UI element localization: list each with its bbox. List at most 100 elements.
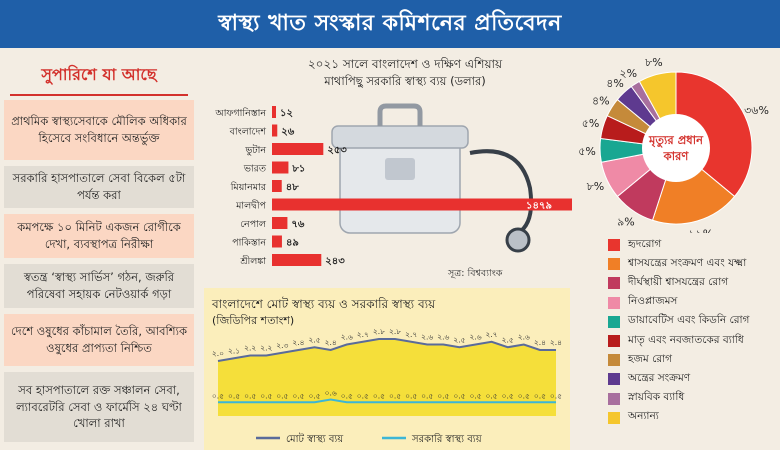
legend-swatch [608,277,620,290]
recommendation-item: প্রাথমিক স্বাস্থ্যসেবাকে মৌলিক অধিকার হি… [4,100,194,160]
legend-label: শ্বাসযন্ত্রের সংক্রমণ এবং যক্ষ্মা [628,256,747,269]
bar-value-label: ১৪৭৯ [526,201,552,212]
line-chart-title: বাংলাদেশে মোট স্বাস্থ্য ব্যয় ও সরকারি স… [211,297,436,311]
legend-swatch [608,392,620,405]
recommendation-item: স্বতন্ত্র ‘স্বাস্থ্য সার্ভিস’ গঠন, জরুরি… [4,264,194,308]
government-value-label: ০.৫ [550,391,562,400]
government-value-label: ০.৫ [373,391,385,400]
total-value-label: ২.৭ [357,330,369,339]
government-value-label: ০.৫ [453,391,465,400]
bar-value-label: ২৫৩ [327,145,347,156]
bar-category-label: মালদ্বীপ [235,199,266,212]
government-value-label: ০.৫ [437,391,449,400]
total-value-label: ২.৫ [453,335,465,344]
government-value-label: ০.৫ [357,391,369,400]
recommendations-panel: সুপারিশে যা আছে প্রাথমিক স্বাস্থ্যসেবাকে… [0,48,198,450]
total-value-label: ২.২ [260,344,272,353]
pie-slice-label: ৪% [606,77,624,90]
legend-label: হৃদরোগ [628,237,662,250]
pie-slice-label: ২% [620,67,638,80]
pie-legend-item: মাতৃ এবং নবজাতকের ব্যাধি [608,332,744,350]
bar-category-label: মিয়ানমার [230,181,267,193]
government-value-label: ০.৫ [486,391,498,400]
pie-legend-item: স্নায়বিক ব্যাধি [608,390,684,408]
pie-legend-item: অন্যান্য [608,409,659,427]
total-value-label: ২.৪ [325,338,337,347]
bar [272,180,282,192]
government-value-label: ০.৫ [309,391,321,400]
government-value-label: ০.৫ [502,391,514,400]
legend-label: ডায়াবেটিস এবং কিডনি রোগ [628,314,750,327]
legend-label: দীর্ঘস্থায়ী শ্বাসযন্ত্রের রোগ [628,275,729,288]
recommendation-item: দেশে ওষুধের কাঁচামাল তৈরি, আবশ্যিক ওষুধে… [4,314,194,366]
total-value-label: ২.৫ [502,335,514,344]
total-value-label: ২.৬ [469,333,481,342]
legend-swatch [608,354,620,367]
pie-legend-item: শ্বাসযন্ত্রের সংক্রমণ এবং যক্ষ্মা [608,255,746,273]
legend-swatch [608,296,620,309]
legend-swatch [608,258,620,271]
pie-legend-item: নিওপ্লাজমস [608,294,677,312]
government-value-label: ০.৫ [244,391,256,400]
bar-value-label: ২৬ [281,127,295,138]
pie-slice-label: ৮% [587,180,605,193]
pie-center-label: মৃত্যুর প্রধান [648,133,704,149]
pie-center-label: কারণ [663,149,690,163]
recommendation-item: সব হাসপাতালে রক্ত সঞ্চালন সেবা, ল্যাবরেট… [4,372,194,442]
legend-label: হজম রোগ [628,352,673,365]
pie-slice-label: ৩৬% [744,104,769,117]
pie-legend-item: হজম রোগ [608,351,672,369]
government-value-label: ০.৫ [292,391,304,400]
legend-label: মোট স্বাস্থ্য ব্যয় [286,432,344,445]
legend-label: সরকারি স্বাস্থ্য ব্যয় [411,433,483,445]
charts-panel: ২০২১ সালে বাংলাদেশ ও দক্ষিণ এশিয়ায় মাথ… [200,48,572,450]
pie-legend-item: হৃদরোগ [608,236,661,254]
bar [272,235,282,248]
legend-label: অন্যান্য [628,410,659,423]
pie-legend-item: অন্ত্রের সংক্রমণ [608,370,690,388]
total-value-label: ২.৪ [534,338,546,347]
legend-swatch [608,239,620,251]
bar-value-label: ৪৮ [286,182,299,193]
line-chart: বাংলাদেশে মোট স্বাস্থ্য ব্যয় ও সরকারি স… [204,288,570,450]
total-value-label: ২.৮ [389,327,402,336]
bar [272,254,322,266]
pie-slice-label: ৫% [582,117,600,130]
bar-value-label: ৪৯ [286,238,299,249]
government-value-label: ০.৬ [325,389,337,398]
total-value-label: ২.৪ [550,338,562,347]
government-value-label: ০.৫ [389,391,401,400]
pie-slice-label: ১৯% [688,227,713,233]
total-health-spending-line [217,338,556,362]
legend-swatch [608,373,620,386]
bar-category-label: বাংলাদেশ [229,127,268,138]
bar-chart-title: ২০২১ সালে বাংলাদেশ ও দক্ষিণ এশিয়ায় [308,57,503,71]
pie-center [642,114,710,182]
pie-slice [675,71,753,198]
recommendation-item: সরকারি হাসপাতালে সেবা বিকেল ৫টা পর্যন্ত … [4,166,194,208]
bar-category-label: পাকিস্তান [232,237,267,249]
bar-category-label: ভুটান [244,143,267,156]
government-value-label: ০.৫ [212,391,224,400]
bar-value-label: ৮১ [291,164,305,175]
header-banner: স্বাস্থ্য খাত সংস্কার কমিশনের প্রতিবেদন [0,0,780,48]
pie-slice-label: ৫% [578,145,596,158]
bar-value-label: ২৪৩ [325,256,345,267]
total-health-spending-area [218,339,556,416]
pie-slice-label: ৪% [592,94,610,107]
total-value-label: ২.১ [228,346,240,355]
government-value-label: ০.৫ [534,391,546,400]
legend-label: মাতৃ এবং নবজাতকের ব্যাধি [628,333,744,346]
bar [272,124,278,137]
bar-category-label: নেপাল [240,219,267,230]
recommendations-title: সুপারিশে যা আছে [10,56,188,96]
bar-chart: ২০২১ সালে বাংলাদেশ ও দক্ষিণ এশিয়ায় মাথ… [214,57,572,267]
bar-category-label: আফগানিস্তান [214,107,267,119]
recommendation-item: কমপক্ষে ১০ মিনিট একজন রোগীকে দেখা, ব্যবস… [4,214,194,258]
pie-legend-item: ডায়াবেটিস এবং কিডনি রোগ [608,313,749,331]
bar-category-label: ভারত [243,164,267,175]
government-value-label: ০.৫ [405,391,417,400]
government-value-label: ০.৫ [469,391,481,400]
pie-chart: ৩৬%১৯%৯%৮%৫%৫%৪%৪%২%৮% মৃত্যুর প্রধান কা… [578,56,769,233]
causes-of-death-panel: ৩৬%১৯%৯%৮%৫%৫%৪%৪%২%৮% মৃত্যুর প্রধান কা… [572,48,780,450]
